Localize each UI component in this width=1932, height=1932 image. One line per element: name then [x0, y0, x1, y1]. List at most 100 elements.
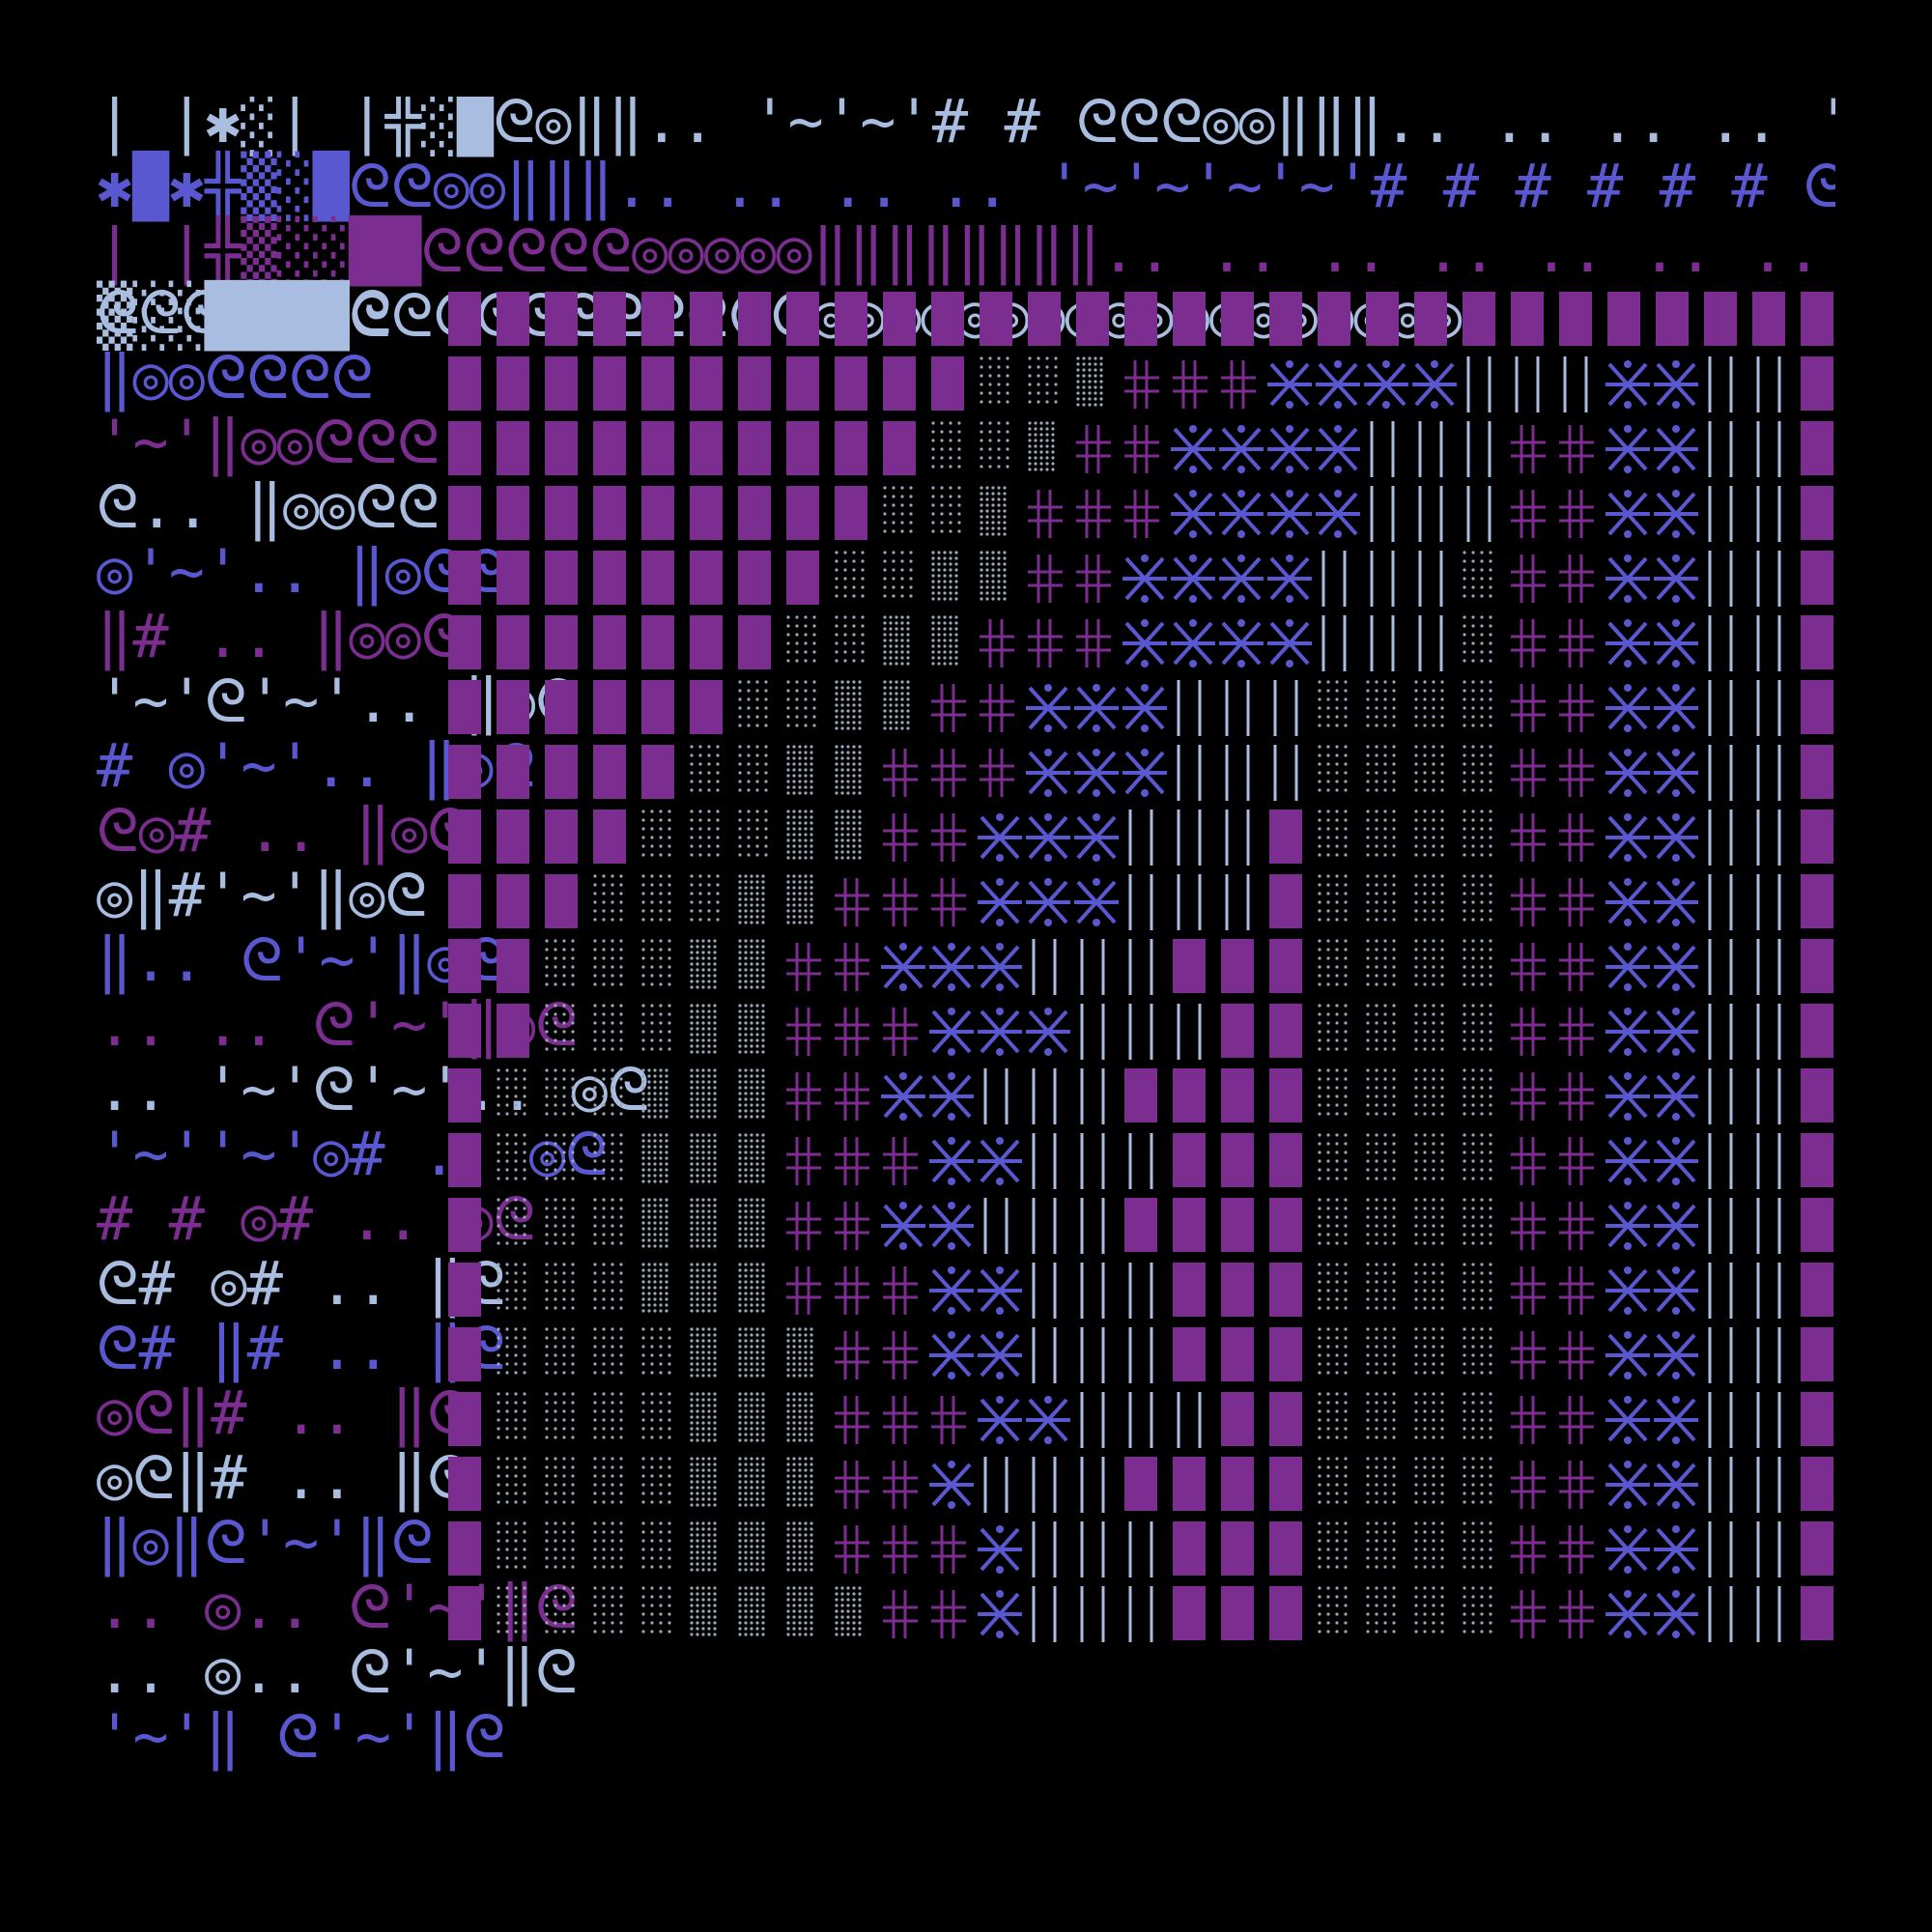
- dot-glyph: [1318, 745, 1348, 792]
- block-glyph: [1801, 615, 1833, 669]
- cross-glyph: [835, 1266, 869, 1315]
- block-glyph: [1269, 1263, 1302, 1317]
- cross-glyph: [931, 1590, 966, 1638]
- cross-glyph: [1511, 554, 1546, 603]
- cross-glyph: [1173, 360, 1208, 409]
- star-glyph: [1026, 749, 1070, 797]
- dot-glyph: [690, 1457, 717, 1507]
- block-glyph: [448, 292, 481, 346]
- dot-glyph: [690, 1586, 717, 1636]
- dot-glyph: [593, 874, 623, 922]
- block-glyph: [545, 551, 578, 605]
- bars-glyph: [1080, 1521, 1105, 1577]
- block-glyph: [593, 356, 626, 411]
- dot-glyph: [1463, 1198, 1492, 1245]
- cross-glyph: [931, 813, 966, 862]
- bars-glyph: [1128, 1392, 1153, 1448]
- dot-glyph: [738, 1263, 765, 1313]
- star-glyph: [1654, 1008, 1698, 1056]
- bars-glyph: [1708, 1586, 1733, 1642]
- bars-glyph: [1032, 1198, 1057, 1254]
- dot-glyph: [1366, 939, 1396, 986]
- star-glyph: [1605, 943, 1650, 991]
- cross-glyph: [835, 1202, 869, 1250]
- bars-glyph: [1708, 1198, 1733, 1254]
- dot-glyph: [641, 1004, 671, 1051]
- bars-glyph: [1563, 356, 1588, 412]
- bars-glyph: [1177, 810, 1202, 866]
- dot-glyph: [1463, 874, 1492, 922]
- block-glyph: [593, 680, 626, 734]
- cross-glyph: [1511, 749, 1546, 797]
- block-glyph: [1269, 874, 1302, 928]
- dot-glyph: [1463, 810, 1492, 857]
- block-glyph: [593, 745, 626, 799]
- bars-glyph: [1273, 680, 1298, 736]
- dot-glyph: [1414, 1457, 1444, 1504]
- dot-glyph: [1463, 1133, 1492, 1180]
- star-glyph: [978, 1396, 1022, 1444]
- block-glyph: [690, 680, 723, 734]
- block-glyph: [1221, 1068, 1254, 1122]
- block-glyph: [593, 421, 626, 475]
- block-glyph: [1801, 1198, 1833, 1252]
- block-glyph: [835, 486, 867, 540]
- star-glyph: [1316, 360, 1360, 409]
- star-glyph: [1026, 813, 1070, 862]
- cross-glyph: [980, 619, 1014, 668]
- block-glyph: [641, 292, 674, 346]
- star-glyph: [1605, 1331, 1650, 1379]
- block-glyph: [1801, 1392, 1833, 1446]
- block-glyph: [593, 292, 626, 346]
- dot-glyph: [738, 1392, 765, 1442]
- top-glyph-band: | |✱░| |╬░█ᘓ◎‖‖.. '~'~'# # ᘓᘓᘓ◎◎‖‖‖.. ..…: [97, 97, 1835, 352]
- cross-glyph: [1511, 1202, 1546, 1250]
- block-glyph: [448, 1586, 481, 1640]
- star-glyph: [1074, 684, 1119, 732]
- dot-glyph: [1366, 1068, 1396, 1116]
- block-glyph: [545, 615, 578, 669]
- star-glyph: [1654, 619, 1698, 668]
- block-glyph: [1463, 292, 1495, 346]
- star-glyph: [1605, 684, 1650, 732]
- cross-glyph: [931, 878, 966, 926]
- block-glyph: [497, 356, 529, 411]
- cross-glyph: [883, 749, 918, 797]
- block-glyph: [1173, 1327, 1206, 1381]
- dot-glyph: [545, 1004, 575, 1051]
- block-glyph: [690, 356, 723, 411]
- block-glyph: [1269, 939, 1302, 993]
- dot-glyph: [1318, 1068, 1348, 1116]
- dot-glyph: [1463, 615, 1492, 663]
- cross-glyph: [1559, 749, 1594, 797]
- cross-glyph: [883, 1525, 918, 1574]
- dot-glyph: [593, 1457, 623, 1504]
- block-glyph: [1801, 292, 1833, 346]
- star-glyph: [929, 1202, 974, 1250]
- star-glyph: [1171, 490, 1215, 538]
- star-glyph: [1267, 554, 1312, 603]
- block-glyph: [448, 1198, 481, 1252]
- star-glyph: [978, 1008, 1022, 1056]
- dot-glyph: [1366, 1392, 1396, 1439]
- cross-glyph: [1559, 1525, 1594, 1574]
- block-glyph: [448, 1457, 481, 1511]
- block-glyph: [1076, 292, 1109, 346]
- cross-glyph: [883, 878, 918, 926]
- bars-glyph: [1273, 745, 1298, 801]
- block-glyph: [448, 1521, 481, 1576]
- star-glyph: [1605, 1008, 1650, 1056]
- dot-glyph: [883, 680, 910, 730]
- dot-glyph: [1414, 1068, 1444, 1116]
- dot-glyph: [545, 1521, 575, 1569]
- bars-glyph: [1418, 486, 1443, 542]
- bars-glyph: [1708, 1521, 1733, 1577]
- block-glyph: [1124, 1457, 1157, 1511]
- block-glyph: [1801, 810, 1833, 864]
- block-glyph: [883, 356, 916, 411]
- bars-glyph: [1080, 1586, 1105, 1642]
- star-glyph: [1605, 813, 1650, 862]
- dot-glyph: [1366, 810, 1396, 857]
- block-glyph: [1269, 1457, 1302, 1511]
- top-band-row: | |╬▒░░██ᘓᘓᘓᘓᘓ◎◎◎◎◎‖‖‖‖‖‖‖‖.. .. .. .. .…: [97, 214, 1835, 287]
